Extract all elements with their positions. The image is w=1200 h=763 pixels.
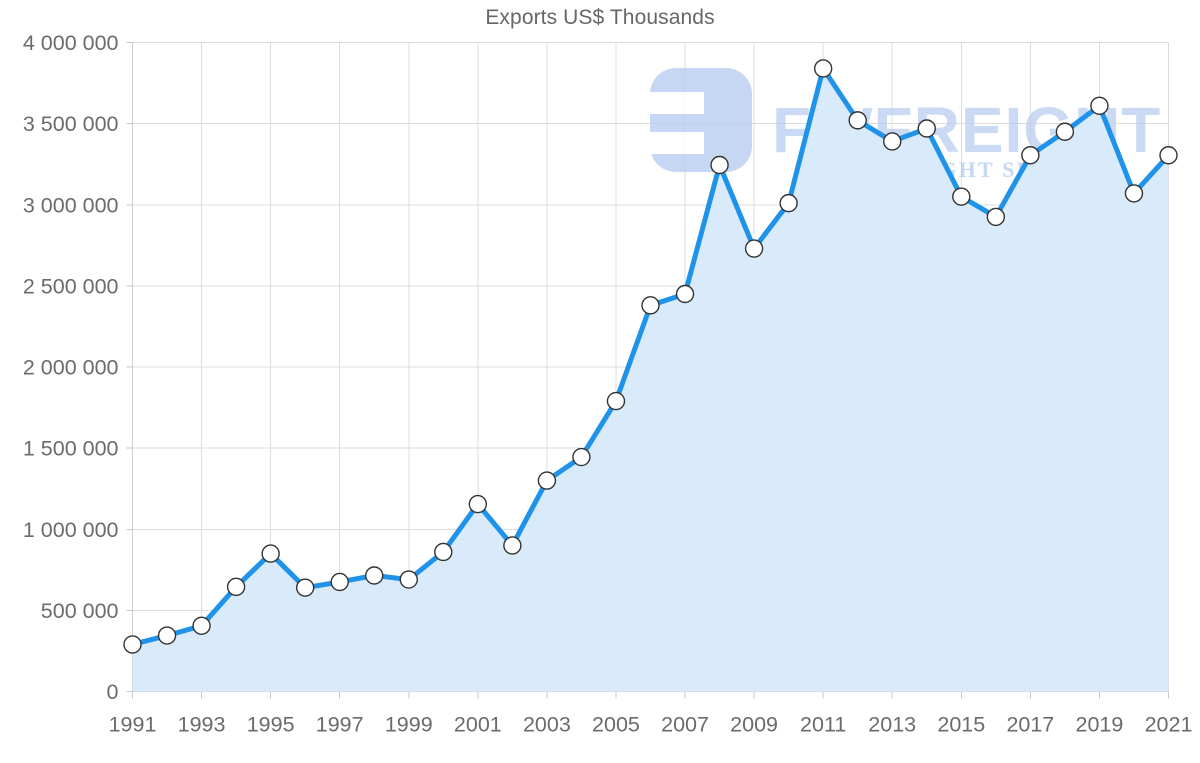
y-axis-tick-label: 4 000 000 (23, 31, 119, 55)
brand-logo-icon (650, 68, 752, 172)
data-point-marker[interactable] (468, 494, 488, 514)
x-axis-tick-label: 1991 (109, 713, 157, 737)
data-point-marker[interactable] (261, 544, 280, 563)
data-point-marker[interactable] (365, 566, 384, 585)
y-axis-tick-label: 2 500 000 (23, 274, 119, 298)
data-point-marker[interactable] (226, 577, 246, 597)
x-axis-tick-label: 1999 (385, 713, 433, 737)
y-axis-tick-label: 3 000 000 (23, 193, 119, 217)
x-axis-tick-label: 2005 (592, 713, 640, 737)
x-axis-tick-label: 2011 (800, 713, 846, 737)
data-point-marker[interactable] (1159, 146, 1178, 165)
data-point-marker[interactable] (606, 391, 626, 411)
data-point-marker[interactable] (710, 155, 729, 175)
data-point-marker[interactable] (744, 239, 764, 258)
x-axis-tick-label: 2013 (868, 713, 916, 737)
data-point-marker[interactable] (1124, 184, 1144, 203)
data-point-marker[interactable] (399, 570, 418, 589)
data-point-marker[interactable] (1090, 96, 1109, 115)
data-point-marker[interactable] (641, 296, 660, 315)
x-axis-tick-label: 2019 (1076, 713, 1124, 737)
y-axis-tick-label: 0 (107, 680, 119, 704)
y-axis-tick-label: 1 000 000 (23, 518, 119, 542)
data-point-marker[interactable] (986, 207, 1006, 227)
y-axis-tickmarks (126, 42, 133, 692)
data-point-marker[interactable] (503, 536, 522, 555)
x-axis-tick-label: 2001 (454, 713, 502, 737)
y-axis-tick-label: 3 500 000 (23, 112, 119, 136)
y-axis-tick-label: 2 000 000 (23, 356, 119, 380)
x-axis-tick-label: 2009 (730, 713, 778, 737)
data-point-marker[interactable] (675, 284, 695, 304)
data-point-markers[interactable] (123, 59, 1178, 654)
data-point-marker[interactable] (572, 447, 591, 467)
data-point-marker[interactable] (813, 59, 833, 78)
data-point-marker[interactable] (192, 616, 211, 635)
chart-title: Exports US$ Thousands (485, 6, 715, 29)
data-point-marker[interactable] (779, 193, 798, 213)
x-axis-tick-label: 1997 (316, 713, 364, 737)
data-point-marker[interactable] (157, 626, 177, 645)
x-axis-tick-label: 2015 (937, 713, 985, 737)
x-axis-labels: 1991 1993 1995 1997 1999 2001 2003 2005 2007 2009… (109, 713, 1193, 737)
data-point-marker[interactable] (1055, 122, 1075, 141)
x-axis-tick-label: 1993 (178, 713, 226, 737)
y-axis-labels: 4 000 000 3 500 000 3 000 000 2 500 000 2 00… (23, 31, 119, 704)
data-point-marker[interactable] (952, 187, 971, 206)
data-point-marker[interactable] (917, 119, 936, 138)
x-axis-tick-label: 2017 (1006, 713, 1054, 737)
data-point-marker[interactable] (330, 572, 349, 592)
data-point-marker[interactable] (123, 635, 142, 654)
x-axis-tick-label: 2021 (1145, 713, 1193, 737)
data-point-marker[interactable] (295, 578, 315, 597)
y-axis-tick-label: 1 500 000 (23, 437, 119, 461)
data-point-marker[interactable] (1021, 146, 1040, 165)
x-axis-tick-label: 2003 (523, 713, 571, 737)
y-axis-tick-label: 500 000 (41, 599, 119, 623)
x-axis-tick-label: 2007 (661, 713, 709, 737)
data-point-marker[interactable] (883, 132, 902, 151)
x-axis-tickmarks (132, 691, 1169, 699)
x-axis-tick-label: 1995 (247, 713, 295, 737)
area-fill (132, 68, 1169, 692)
data-point-marker[interactable] (848, 111, 867, 130)
data-point-marker[interactable] (537, 471, 557, 490)
data-point-marker[interactable] (434, 542, 453, 562)
